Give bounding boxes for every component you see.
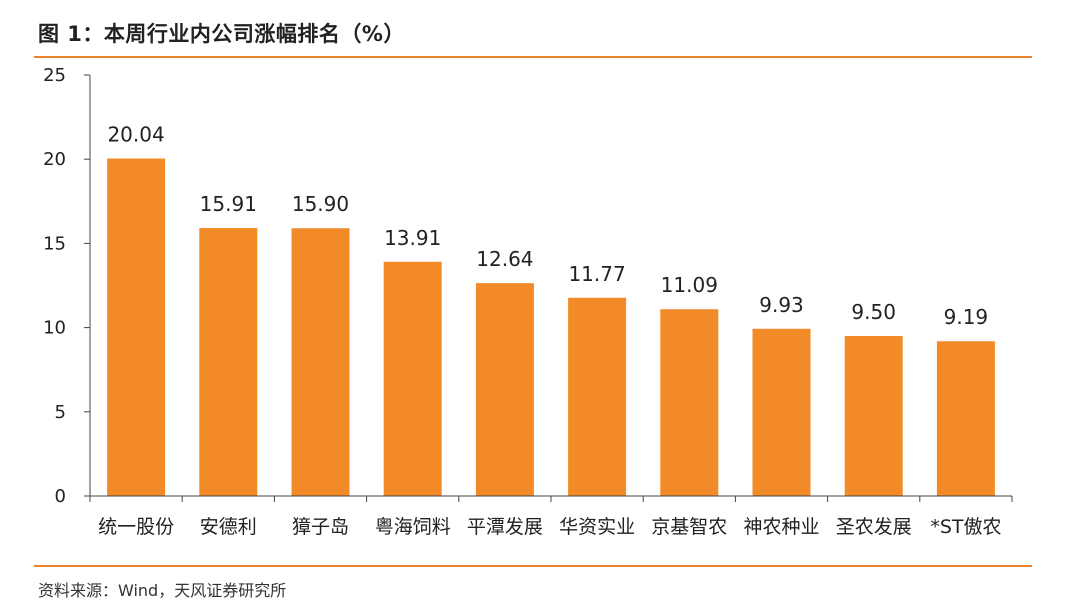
bar <box>199 228 258 496</box>
x-axis: 统一股份 安德利 獐子岛 粤海饲料 平潭发展 华资实业 京基智农 神农种业 圣农发展 *ST傲农 <box>89 495 1013 538</box>
x-category-label: 安德利 <box>200 516 257 538</box>
bar-value-label: 11.77 <box>568 262 625 286</box>
x-category-label: 统一股份 <box>98 516 174 538</box>
bar <box>107 158 166 496</box>
bar-value-label: 9.19 <box>944 305 989 329</box>
x-category-label: 华资实业 <box>559 516 635 538</box>
bar <box>291 228 350 496</box>
bar <box>475 283 534 496</box>
y-axis: 0 5 10 15 20 25 <box>43 65 91 507</box>
x-category-label: 粤海饲料 <box>375 516 451 538</box>
bar <box>568 297 627 496</box>
bar-value-label: 12.64 <box>476 247 533 271</box>
bar-value-label: 20.04 <box>107 123 164 147</box>
y-tick-label: 25 <box>43 65 66 86</box>
figure-title: 图 1：本周行业内公司涨幅排名（%） <box>38 22 405 46</box>
bar-value-label: 11.09 <box>661 273 718 297</box>
bar <box>660 309 719 496</box>
bar <box>383 261 442 496</box>
bar <box>752 328 811 496</box>
y-tick-label: 0 <box>55 486 66 507</box>
title-divider <box>34 56 1032 58</box>
source-divider <box>34 565 1032 567</box>
y-tick-label: 10 <box>43 318 66 339</box>
bars: 20.04 15.91 15.90 13.91 12.64 11.77 11.09 9.93 9… <box>107 123 995 496</box>
x-category-label: 獐子岛 <box>292 516 349 538</box>
y-tick-label: 15 <box>43 233 66 254</box>
x-category-label: 圣农发展 <box>836 516 912 538</box>
x-category-label: 京基智农 <box>651 516 727 538</box>
x-category-label: 平潭发展 <box>467 516 543 538</box>
x-category-label: *ST傲农 <box>930 516 1001 538</box>
bar <box>936 341 995 496</box>
bar-value-label: 15.90 <box>292 192 349 216</box>
source-note: 资料来源：Wind，天风证券研究所 <box>38 581 287 600</box>
bar <box>844 336 903 496</box>
bar-value-label: 15.91 <box>200 192 257 216</box>
y-tick-label: 20 <box>43 149 66 170</box>
y-tick-label: 5 <box>55 402 66 423</box>
bar-value-label: 9.93 <box>759 293 804 317</box>
bar-value-label: 9.50 <box>851 300 896 324</box>
x-category-label: 神农种业 <box>743 516 819 538</box>
bar-value-label: 13.91 <box>384 226 441 250</box>
